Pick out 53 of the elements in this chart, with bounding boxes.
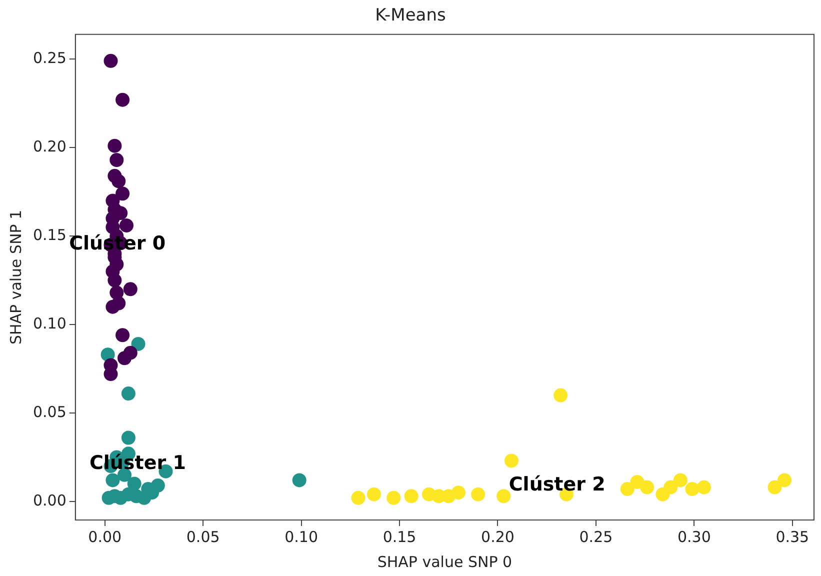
point xyxy=(673,473,688,488)
point xyxy=(496,489,511,504)
y-tick-label: 0.05 xyxy=(32,402,66,421)
x-tick-label: 0.05 xyxy=(186,528,220,546)
point xyxy=(404,489,418,504)
point xyxy=(116,328,130,342)
point xyxy=(386,490,401,505)
annotation: Clúster 2 xyxy=(508,474,606,496)
y-tick-label: 0.25 xyxy=(32,49,66,68)
x-axis-title: SHAP value SNP 0 xyxy=(377,552,512,571)
point xyxy=(768,480,782,494)
point xyxy=(112,174,126,188)
point xyxy=(640,480,654,494)
point xyxy=(504,454,518,468)
x-tick-label: 0.20 xyxy=(481,528,514,546)
point xyxy=(131,336,146,351)
x-tick-label: 0.25 xyxy=(579,528,613,546)
x-tick-label: 0.10 xyxy=(284,528,318,546)
point xyxy=(106,473,120,488)
point xyxy=(451,486,466,500)
y-tick-label: 0.15 xyxy=(32,226,66,244)
x-tick-label: 0.30 xyxy=(677,528,711,546)
y-tick-label: 0.00 xyxy=(32,491,66,510)
y-tick-label: 0.10 xyxy=(32,314,66,332)
point xyxy=(108,273,122,288)
x-tick-label: 0.35 xyxy=(776,528,810,546)
point xyxy=(110,153,124,167)
point xyxy=(127,476,142,491)
point xyxy=(471,487,486,502)
chart-title: K-Means xyxy=(375,6,446,26)
point xyxy=(123,282,138,296)
point xyxy=(112,296,126,310)
point xyxy=(121,430,136,445)
point xyxy=(696,480,711,494)
point xyxy=(108,138,122,153)
point xyxy=(116,186,130,201)
point xyxy=(292,473,306,488)
point xyxy=(554,388,568,402)
x-tick-label: 0.15 xyxy=(382,528,416,546)
point xyxy=(620,482,634,496)
point xyxy=(778,473,792,488)
point xyxy=(366,487,381,502)
y-tick-label: 0.20 xyxy=(32,138,66,156)
point xyxy=(118,351,132,366)
y-axis-title: SHAP value SNP 1 xyxy=(6,210,25,345)
x-tick-label: 0.00 xyxy=(88,528,122,546)
point xyxy=(116,92,130,107)
point xyxy=(104,54,118,68)
point xyxy=(664,480,678,494)
point xyxy=(121,386,136,401)
point xyxy=(685,482,700,496)
point xyxy=(351,490,366,505)
point xyxy=(119,218,134,232)
